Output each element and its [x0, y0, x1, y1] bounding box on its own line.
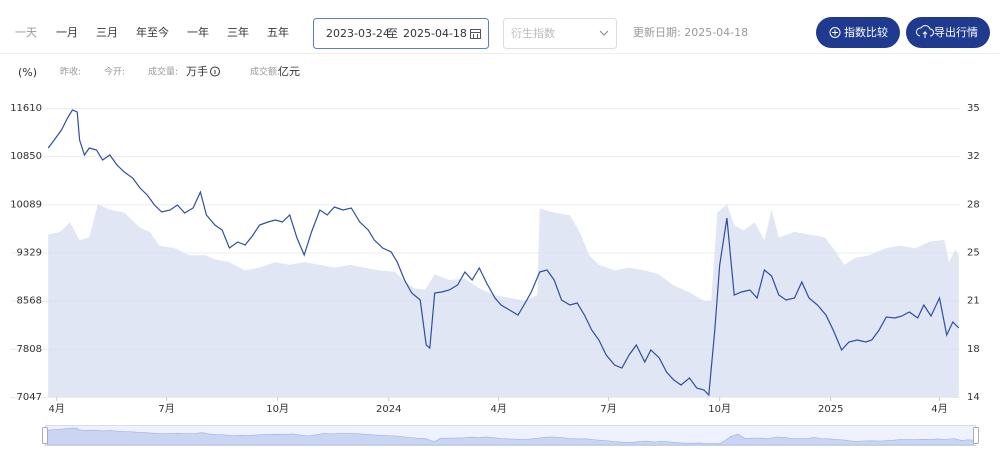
y-tick-label: 7808: [17, 344, 42, 355]
period-tab[interactable]: 三月: [96, 26, 118, 39]
export-button[interactable]: [906, 17, 990, 48]
y2-tick-label: 35: [967, 103, 980, 114]
turnover-unit: 亿元: [278, 65, 300, 78]
period-tab[interactable]: 年至今: [136, 25, 169, 39]
x-tick-label: 4月: [490, 403, 506, 415]
line: [47, 109, 960, 397]
navigator-area: [46, 427, 975, 446]
volume-unit: 万手: [186, 64, 208, 78]
prev-close-label: 昨收:: [60, 66, 81, 78]
x-tick-label: 4月: [931, 403, 947, 415]
x-tick-label: 2025: [818, 404, 843, 415]
period-tab[interactable]: 一年: [187, 25, 209, 39]
y-tick-label: 8568: [17, 296, 42, 307]
period-tab[interactable]: 三年: [227, 25, 249, 39]
navigator-series: [46, 427, 975, 446]
info-icon[interactable]: [210, 66, 220, 77]
y2-tick-label: 28: [967, 199, 980, 210]
derived-select[interactable]: [503, 18, 617, 49]
derived-placeholder: 衍生指数: [511, 26, 555, 40]
y2-tick-label: 32: [967, 151, 980, 162]
compare-label: 指数比较: [844, 25, 888, 39]
y-tick-label: 11610: [10, 103, 42, 114]
x-tick-label: 10月: [266, 403, 289, 415]
cloud-icon: [916, 25, 934, 38]
period-tabs: 一天 一月 三月 年至今 一年 三年 五年: [15, 25, 289, 39]
compare-button[interactable]: [816, 17, 900, 48]
x-tick-label: 10月: [708, 403, 731, 415]
x-tick-label: 7月: [600, 403, 616, 415]
x-tick-label: 2024: [376, 404, 401, 415]
y2-tick-label: 21: [967, 296, 980, 307]
y-tick-label: 7047: [17, 392, 42, 403]
y2-tick-label: 14: [967, 392, 980, 403]
period-tab[interactable]: 一天: [15, 26, 37, 39]
navigator-handle[interactable]: [42, 427, 48, 444]
update-date: 更新日期: 2025-04-18: [633, 25, 748, 39]
y2-tick-label: 25: [967, 248, 980, 259]
turnover-label: 成交额:: [250, 66, 280, 78]
plus-icon: [832, 29, 838, 36]
export-label: 导出行情: [934, 25, 978, 39]
date-end: 2025-04-18: [403, 27, 467, 40]
period-tab[interactable]: 一月: [56, 26, 78, 39]
y2-tick-label: 18: [967, 344, 980, 355]
period-tab[interactable]: 五年: [267, 25, 289, 39]
y-tick-label: 10850: [10, 151, 42, 162]
x-tick-label: 4月: [48, 403, 64, 415]
calendar-icon[interactable]: [470, 29, 481, 39]
open-label: 今开:: [104, 66, 125, 78]
x-tick-label: 7月: [158, 403, 174, 415]
date-start: 2023-03-24: [326, 27, 390, 40]
plus-icon: [829, 27, 841, 38]
navigator-handle[interactable]: [973, 427, 979, 444]
chevron: [599, 30, 609, 36]
date-sep: 至: [387, 27, 398, 40]
area: [48, 204, 959, 397]
y-tick-label: 9329: [17, 248, 42, 259]
unit: (%): [18, 66, 37, 79]
volume-label: 成交量:: [148, 66, 178, 78]
y-tick-label: 10089: [10, 199, 42, 210]
date-range[interactable]: [313, 18, 489, 49]
